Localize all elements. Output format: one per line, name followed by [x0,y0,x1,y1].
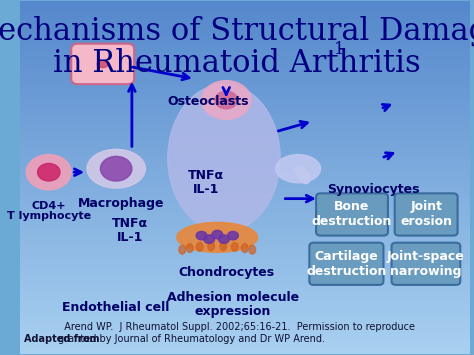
Ellipse shape [97,61,108,67]
Text: Adhesion molecule
expression: Adhesion molecule expression [167,291,299,318]
Text: Osteoclasts: Osteoclasts [167,95,249,108]
Ellipse shape [168,84,280,232]
Text: Chondrocytes: Chondrocytes [178,266,274,279]
Text: Bone
destruction: Bone destruction [312,201,392,229]
Ellipse shape [87,149,146,188]
Ellipse shape [220,242,227,251]
Text: Adapted from: Adapted from [24,334,99,344]
Circle shape [201,81,251,119]
Circle shape [204,235,215,244]
Ellipse shape [196,242,203,251]
Ellipse shape [231,242,238,251]
Circle shape [219,235,229,244]
Circle shape [215,91,237,109]
FancyBboxPatch shape [71,44,134,84]
Circle shape [196,231,207,240]
Circle shape [212,230,223,239]
Text: in Rheumatoid Arthritis: in Rheumatoid Arthritis [53,48,421,80]
Text: Mechanisms of Structural Damage: Mechanisms of Structural Damage [0,16,474,48]
Text: Endothelial cell: Endothelial cell [63,301,170,314]
Text: TNFα
IL-1: TNFα IL-1 [188,169,224,196]
FancyBboxPatch shape [316,193,388,236]
Ellipse shape [186,244,193,252]
Text: Synoviocytes: Synoviocytes [328,183,420,196]
Text: Macrophage: Macrophage [77,197,164,211]
FancyArrowPatch shape [300,171,305,179]
Text: TNFα
IL-1: TNFα IL-1 [111,217,148,244]
Circle shape [228,231,238,240]
Ellipse shape [241,244,248,252]
Text: Joint
erosion: Joint erosion [400,201,452,229]
Ellipse shape [208,242,215,251]
Circle shape [27,155,71,190]
Text: Arend WP.  J Rheumatol Suppl. 2002;65:16-21.  Permission to reproduce
granted by: Arend WP. J Rheumatol Suppl. 2002;65:16-… [58,322,415,344]
Ellipse shape [249,245,255,254]
Text: Cartilage
destruction: Cartilage destruction [306,250,387,278]
Ellipse shape [179,245,186,254]
Ellipse shape [177,223,258,252]
Ellipse shape [276,155,320,183]
Text: 1: 1 [334,40,345,58]
FancyBboxPatch shape [395,193,457,236]
FancyBboxPatch shape [392,243,460,285]
FancyBboxPatch shape [310,243,383,285]
Circle shape [100,156,132,181]
Text: CD4+
T lymphocyte: CD4+ T lymphocyte [7,201,91,222]
Circle shape [37,163,60,181]
Text: Joint-space
narrowing: Joint-space narrowing [387,250,465,278]
